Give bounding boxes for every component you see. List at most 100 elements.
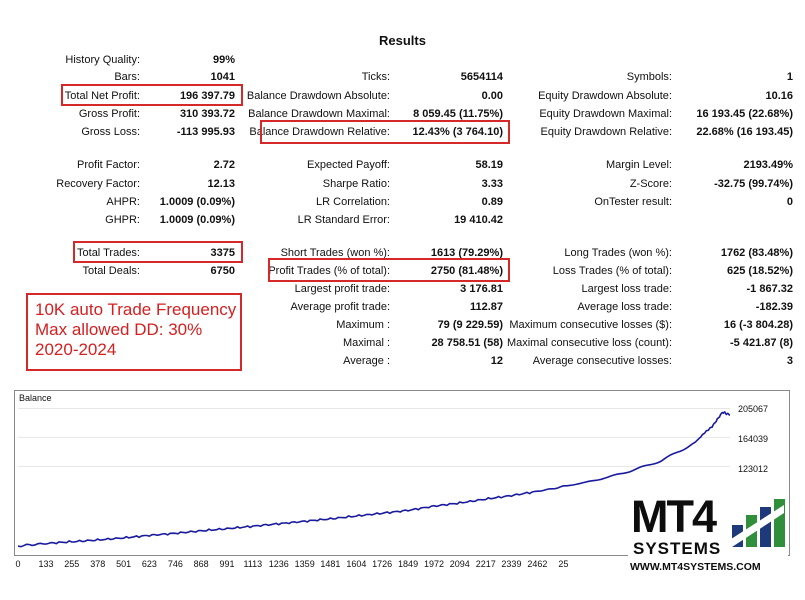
logo-sub: SYSTEMS [633,539,722,558]
promo-line-3: 2020-2024 [35,340,117,359]
ghpr-value: 1.0009 (0.09%) [159,214,235,226]
maximum-consecutive-wins-label: Maximum : [336,319,390,331]
promo-box: 10K auto Trade Frequency Max allowed DD:… [26,293,242,371]
bars-value: 1041 [210,71,235,83]
x-tick-label: 1604 [346,559,367,569]
equity-dd-relative-label: Equity Drawdown Relative: [540,126,672,138]
gross-loss-value: -113 995.93 [176,126,235,138]
largest-loss-trade-label: Largest loss trade: [581,283,673,295]
x-tick-label: 991 [219,559,235,569]
x-tick-label: 25 [558,559,569,569]
total-trades-label: Total Trades: [77,247,140,259]
bars-label: Bars: [114,71,140,83]
ahpr-label: AHPR: [106,196,140,208]
average-consecutive-wins-label: Average : [343,355,390,367]
equity-dd-absolute-label: Equity Drawdown Absolute: [538,90,672,102]
x-tick-label: 746 [167,559,183,569]
x-tick-label: 378 [90,559,106,569]
z-score-label: Z-Score: [629,178,672,190]
average-consecutive-losses-value: 3 [786,355,793,367]
ghpr-label: GHPR: [105,214,140,226]
total-deals-label: Total Deals: [82,265,140,277]
highlight-total-trades [73,241,243,263]
history-quality-label: History Quality: [65,54,140,66]
highlight-balance-dd-relative [260,120,510,144]
ahpr-value: 1.0009 (0.09%) [159,196,235,208]
balance-dd-absolute-value: 0.00 [481,90,503,102]
largest-profit-trade-value: 3 176.81 [460,283,503,295]
balance-dd-maximal-value: 8 059.45 (11.75%) [413,108,503,120]
x-tick-label: 1359 [294,559,315,569]
largest-loss-trade-value: -1 867.32 [746,283,793,295]
logo-brand: MT4 [631,491,717,542]
balance-dd-relative-label: Balance Drawdown Relative: [249,126,390,138]
short-trades-label: Short Trades (won %): [280,247,390,259]
max-consecutive-losses-label: Maximum consecutive losses ($): [509,319,672,331]
logo-chart-icon [728,499,785,547]
x-tick-label: 1236 [268,559,289,569]
profit-factor-value: 2.72 [213,159,235,171]
x-tick-label: 1113 [243,559,263,569]
promo-line-2: Max allowed DD: 30% [35,320,203,339]
symbols-value: 1 [786,71,793,83]
gross-profit-label: Gross Profit: [78,108,140,120]
history-quality-value: 99% [212,54,235,66]
x-tick-label: 133 [38,559,54,569]
profit-trades-label: Profit Trades (% of total): [268,265,390,277]
average-profit-trade-label: Average profit trade: [290,301,390,313]
equity-dd-relative-value: 22.68% (16 193.45) [696,126,793,138]
results-title: Results [379,33,426,48]
profit-trades-value: 2750 (81.48%) [430,265,503,277]
x-tick-label: 2462 [527,559,548,569]
highlight-profit-trades [268,258,510,282]
sharpe-ratio-label: Sharpe Ratio: [322,178,390,190]
lr-standard-error-value: 19 410.42 [454,214,503,226]
y-tick-label: 164039 [738,434,769,444]
x-tick-label: 2217 [475,559,496,569]
average-consecutive-wins-value: 12 [490,355,503,367]
ontester-result-label: OnTester result: [594,196,672,208]
max-consecutive-losses-value: 16 (-3 804.28) [723,319,793,331]
sharpe-ratio-value: 3.33 [481,178,503,190]
recovery-factor-value: 12.13 [207,178,235,190]
average-loss-trade-label: Average loss trade: [577,301,672,313]
balance-dd-absolute-label: Balance Drawdown Absolute: [246,90,390,102]
y-tick-label: 205067 [738,404,769,414]
x-tick-label: 0 [15,559,21,569]
ticks-label: Ticks: [361,71,390,83]
largest-profit-trade-label: Largest profit trade: [294,283,390,295]
mt4systems-logo: MT4 SYSTEMS WWW.MT4SYSTEMS.COM [628,491,788,593]
x-tick-label: 2094 [449,559,470,569]
symbols-label: Symbols: [626,71,672,83]
z-score-value: -32.75 (99.74%) [714,178,793,190]
margin-level-label: Margin Level: [605,159,672,171]
y-tick-label: 123012 [738,464,769,474]
expected-payoff-label: Expected Payoff: [307,159,390,171]
loss-trades-value: 625 (18.52%) [726,265,793,277]
maximal-consecutive-loss-label: Maximal consecutive loss (count): [506,337,672,349]
promo-line-1: 10K auto Trade Frequency [35,300,237,319]
x-tick-label: 1481 [320,559,341,569]
total-net-profit-value: 196 397.79 [179,90,235,102]
ticks-value: 5654114 [460,71,503,83]
equity-dd-maximal-label: Equity Drawdown Maximal: [539,108,672,120]
expected-payoff-value: 58.19 [475,159,503,171]
gross-loss-label: Gross Loss: [81,126,140,138]
x-tick-label: 255 [64,559,80,569]
profit-factor-label: Profit Factor: [77,159,140,171]
x-tick-label: 1726 [372,559,393,569]
x-tick-label: 868 [193,559,209,569]
long-trades-value: 1762 (83.48%) [720,247,793,259]
average-consecutive-losses-label: Average consecutive losses: [532,355,672,367]
balance-dd-maximal-label: Balance Drawdown Maximal: [248,108,390,120]
equity-dd-maximal-value: 16 193.45 (22.68%) [696,108,793,120]
lr-correlation-label: LR Correlation: [316,196,390,208]
long-trades-label: Long Trades (won %): [564,247,672,259]
x-tick-label: 2339 [501,559,522,569]
chart-title: Balance [19,393,52,403]
total-trades-value: 3375 [210,247,235,259]
x-tick-label: 623 [141,559,157,569]
lr-standard-error-label: LR Standard Error: [297,214,390,226]
margin-level-value: 2193.49% [743,159,793,171]
total-deals-value: 6750 [210,265,235,277]
